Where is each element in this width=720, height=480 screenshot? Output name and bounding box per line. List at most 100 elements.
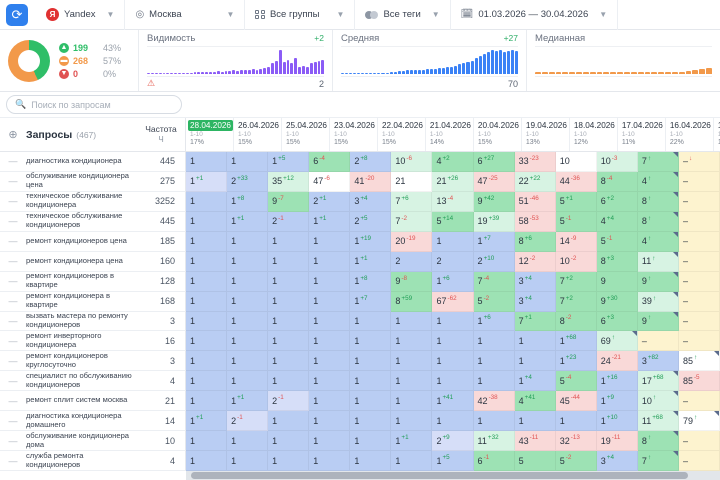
position-cell[interactable]: – (678, 211, 720, 232)
position-cell[interactable]: 8 ↑ (637, 431, 679, 452)
row-drag-handle[interactable]: — (8, 455, 18, 466)
position-cell[interactable]: 10 ↑ (637, 391, 679, 412)
position-cell[interactable]: 39 ↑ (637, 291, 679, 312)
position-cell[interactable]: 1 (227, 431, 269, 452)
position-cell[interactable]: 1 (309, 311, 351, 332)
position-cell[interactable]: 1 (432, 231, 474, 252)
position-cell[interactable]: 1 (186, 371, 228, 392)
row-drag-handle[interactable]: — (8, 176, 18, 187)
position-cell[interactable]: – (678, 171, 720, 192)
position-cell[interactable]: 1 (309, 411, 351, 432)
position-cell[interactable]: 8 -2 (555, 311, 597, 332)
position-cell[interactable]: 58 -53 (514, 211, 556, 232)
metric-panel[interactable]: Средняя +27 70 (333, 30, 527, 91)
date-range-selector[interactable]: 🗓 01.03.2026 — 30.04.2026 ▼ (451, 0, 619, 30)
query-text[interactable]: вызвать мастера по ремонту кондиционеров (26, 311, 128, 329)
position-cell[interactable]: 1 (186, 431, 228, 452)
position-cell[interactable]: 5 (514, 451, 556, 471)
position-cell[interactable]: 2 -1 (268, 211, 310, 232)
row-drag-handle[interactable]: — (8, 355, 18, 366)
position-cell[interactable]: 7 +6 (391, 191, 433, 212)
search-input[interactable] (31, 99, 173, 110)
row-drag-handle[interactable]: — (8, 216, 18, 227)
position-cell[interactable]: 9 (596, 271, 638, 292)
position-cell[interactable]: 1 (432, 411, 474, 432)
position-cell[interactable]: 6 +27 (473, 152, 515, 172)
date-column-header[interactable]: 26.04.2026 1-10 15% (234, 118, 282, 151)
position-cell[interactable]: 1 +19 (350, 231, 392, 252)
position-cell[interactable]: 21 (391, 171, 433, 192)
query-text[interactable]: ремонт кондиционеров в квартире (26, 271, 115, 290)
position-cell[interactable]: – (678, 231, 720, 252)
position-cell[interactable]: 1 +1 (227, 391, 269, 412)
position-cell[interactable]: 7 ↑ (637, 152, 679, 172)
position-cell[interactable]: 5 -1 (596, 231, 638, 252)
position-cell[interactable]: 1 +7 (350, 291, 392, 312)
position-cell[interactable]: 1 (268, 271, 310, 292)
row-drag-handle[interactable]: — (8, 375, 18, 386)
position-cell[interactable]: 1 (350, 371, 392, 392)
position-cell[interactable]: 1 +1 (350, 251, 392, 272)
scrollbar-thumb[interactable] (191, 472, 688, 479)
position-cell[interactable]: 1 +1 (391, 431, 433, 452)
position-cell[interactable]: 2 -1 (227, 411, 269, 432)
position-cell[interactable]: 1 (268, 411, 310, 432)
position-cell[interactable]: 19 -11 (596, 431, 638, 452)
query-text[interactable]: ремонт кондиционера цена (26, 255, 123, 265)
position-cell[interactable]: 44 -36 (555, 171, 597, 192)
position-cell[interactable]: 11 +32 (473, 431, 515, 452)
position-cell[interactable]: – (678, 191, 720, 212)
position-cell[interactable]: 1 (186, 331, 228, 352)
position-cell[interactable]: 33 -23 (514, 152, 556, 172)
row-drag-handle[interactable]: — (8, 395, 18, 406)
position-cell[interactable]: 1 (309, 371, 351, 392)
position-cell[interactable]: 1 (227, 371, 269, 392)
position-cell[interactable]: 42 -38 (473, 391, 515, 412)
position-cell[interactable]: 7 ↑ (637, 451, 679, 471)
position-cell[interactable]: 5 +1 (555, 191, 597, 212)
position-cell[interactable]: – (678, 451, 720, 471)
position-cell[interactable]: 1 (309, 291, 351, 312)
position-cell[interactable]: 1 (268, 311, 310, 332)
position-cell[interactable]: 1 (227, 251, 269, 272)
query-text[interactable]: обслуживание кондиционера цена (26, 171, 130, 190)
position-cell[interactable]: 1 (391, 411, 433, 432)
position-cell[interactable]: 1 (186, 451, 228, 471)
position-cell[interactable]: 1 +1 (186, 171, 228, 192)
date-column-header[interactable]: 22.04.2026 1-10 15% (378, 118, 426, 151)
position-cell[interactable]: 8 -4 (596, 171, 638, 192)
position-cell[interactable]: 1 (309, 331, 351, 352)
position-cell[interactable]: 1 (350, 351, 392, 372)
position-cell[interactable]: 1 (227, 331, 269, 352)
position-cell[interactable]: 1 +16 (596, 371, 638, 392)
position-cell[interactable]: 2 (432, 251, 474, 272)
position-cell[interactable]: 10 -2 (555, 251, 597, 272)
position-cell[interactable]: 1 +1 (186, 411, 228, 432)
position-cell[interactable]: 1 (186, 391, 228, 412)
position-cell[interactable]: 9 ↑ (637, 271, 679, 292)
search-box[interactable]: 🔍 (6, 95, 182, 114)
position-cell[interactable]: 1 (514, 331, 556, 352)
position-cell[interactable]: 1 (391, 351, 433, 372)
position-cell[interactable]: 1 +68 (555, 331, 597, 352)
date-column-header[interactable]: 20.04.2026 1-10 15% (474, 118, 522, 151)
position-cell[interactable]: 1 (309, 351, 351, 372)
position-cell[interactable]: 1 (350, 331, 392, 352)
position-cell[interactable]: 5 -4 (555, 371, 597, 392)
position-cell[interactable]: 4 ↑ (637, 231, 679, 252)
row-drag-handle[interactable]: — (8, 335, 18, 346)
position-cell[interactable]: 1 (391, 391, 433, 412)
position-cell[interactable]: 1 (268, 331, 310, 352)
position-cell[interactable]: 1 +5 (268, 152, 310, 172)
app-logo-icon[interactable]: ⟳ (6, 3, 28, 26)
position-cell[interactable]: 2 +9 (432, 431, 474, 452)
position-cell[interactable]: 3 +82 (637, 351, 679, 372)
position-cell[interactable]: 6 +3 (596, 311, 638, 332)
position-cell[interactable]: 9 ↑ (637, 311, 679, 332)
position-cell[interactable]: 9 +42 (473, 191, 515, 212)
position-cell[interactable]: 6 -4 (309, 152, 351, 172)
position-cell[interactable]: 1 (555, 411, 597, 432)
row-drag-handle[interactable]: — (8, 435, 18, 446)
position-cell[interactable]: 1 (391, 451, 433, 471)
